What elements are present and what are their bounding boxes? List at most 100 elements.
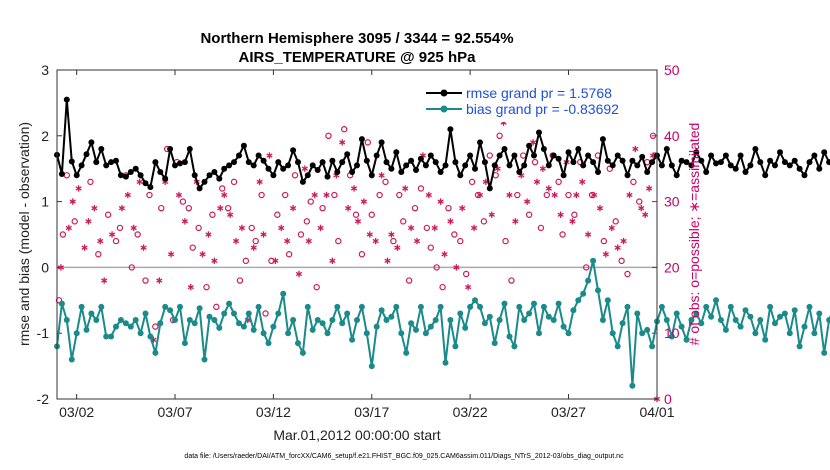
right-y-axis-label: # of obs: o=possible; ∗=assimilated [686, 123, 702, 346]
obs-possible-marker [559, 231, 566, 238]
rmse-point [339, 159, 346, 166]
obs-assimilated-stroke [108, 232, 116, 237]
obs-assimilated-marker [118, 204, 126, 212]
obs-assimilated-stroke [494, 166, 501, 171]
obs-possible-marker [341, 126, 348, 133]
rmse-point [398, 169, 405, 175]
obs-assimilated-stroke [557, 212, 564, 217]
rmse-point [245, 159, 252, 166]
data-file-footnote: data file: /Users/raeder/DAI/ATM_forcXX/… [184, 453, 624, 460]
rmse-point [73, 172, 80, 179]
rmse-point [304, 172, 311, 179]
rmse-point [575, 146, 582, 152]
bias-point [644, 326, 651, 333]
obs-assimilated-stroke [366, 232, 373, 237]
x-tick-label: 03/02 [59, 404, 94, 420]
bias-point [349, 336, 356, 343]
obs-assimilated-marker [85, 218, 92, 225]
obs-assimilated-stroke [101, 278, 108, 283]
obs-assimilated-marker [69, 198, 76, 205]
rmse-point [334, 169, 341, 175]
obs-possible-marker [486, 152, 493, 159]
obs-possible-marker [508, 277, 515, 284]
bias-point [614, 343, 621, 350]
obs-possible-marker [624, 270, 631, 278]
bias-point [245, 310, 252, 317]
rmse-point [368, 172, 375, 179]
rmse-point [68, 158, 75, 165]
obs-assimilated-stroke [590, 192, 598, 198]
rmse-point [393, 149, 400, 156]
obs-assimilated-stroke [305, 238, 312, 244]
rmse-point [58, 171, 65, 177]
obs-assimilated-marker [272, 257, 279, 265]
bias-point [177, 303, 183, 310]
obs-possible-marker [423, 224, 431, 232]
bias-point [575, 297, 582, 304]
rmse-point [309, 162, 316, 169]
legend-rmse-label: rmse grand pr = 1.5768 [466, 85, 612, 101]
obs-assimilated-stroke [311, 192, 318, 198]
obs-assimilated-stroke [350, 186, 358, 191]
obs-possible-marker [291, 172, 299, 179]
rmse-point [447, 126, 454, 133]
rmse-point [678, 157, 685, 164]
rmse-point [344, 151, 351, 158]
left-y-axis-label: rmse and bias (model - observation) [16, 122, 32, 346]
left-y-tick-label: 2 [41, 128, 49, 144]
rmse-point [408, 157, 415, 164]
obs-assimilated-stroke [506, 192, 513, 198]
obs-assimilated-marker [260, 231, 267, 238]
bias-point [186, 317, 193, 323]
rmse-point [354, 162, 360, 169]
obs-assimilated-stroke [97, 238, 104, 244]
rmse-point [221, 165, 228, 172]
bias-point [206, 313, 213, 320]
obs-assimilated-marker [602, 251, 609, 258]
obs-possible-marker [281, 191, 289, 199]
obs-possible-marker [636, 198, 643, 205]
bias-point [408, 320, 415, 327]
bias-point [324, 330, 331, 337]
rmse-point [496, 152, 503, 159]
bias-point [211, 317, 218, 323]
bias-point [58, 300, 65, 307]
bias-point [467, 303, 474, 310]
bias-point [595, 287, 601, 294]
bias-point [304, 303, 311, 310]
obs-possible-marker [543, 191, 551, 199]
rmse-point [329, 157, 336, 164]
obs-possible-marker [451, 231, 458, 238]
rmse-point [132, 165, 139, 172]
rmse-point [314, 167, 321, 173]
obs-assimilated-stroke [512, 219, 519, 224]
obs-assimilated-stroke [573, 192, 580, 198]
rmse-point [781, 159, 788, 166]
obs-assimilated-marker [256, 178, 263, 186]
obs-possible-marker [352, 211, 360, 218]
bias-point [108, 333, 115, 340]
rmse-point [816, 165, 823, 172]
rmse-point [373, 152, 380, 159]
legend-box [420, 80, 650, 122]
bias-point [747, 313, 754, 320]
left-y-tick-label: 3 [41, 62, 49, 78]
rmse-point [477, 139, 483, 146]
bias-point [590, 257, 597, 264]
obs-possible-marker [285, 251, 293, 258]
rmse-point [211, 169, 218, 175]
rmse-point [609, 162, 616, 169]
chart-title-line-1: Northern Hemisphere 3095 / 3344 = 92.554… [200, 30, 513, 47]
rmse-point [172, 162, 178, 169]
rmse-point [737, 152, 744, 159]
rmse-point [604, 157, 611, 164]
rmse-point [137, 172, 144, 179]
obs-possible-marker [400, 218, 407, 225]
rmse-point [83, 151, 90, 158]
obs-possible-marker [209, 211, 216, 218]
bias-point [531, 300, 537, 307]
bias-point [791, 307, 798, 314]
obs-possible-marker [219, 185, 226, 192]
obs-assimilated-marker [413, 237, 421, 245]
obs-assimilated-marker [329, 257, 336, 265]
